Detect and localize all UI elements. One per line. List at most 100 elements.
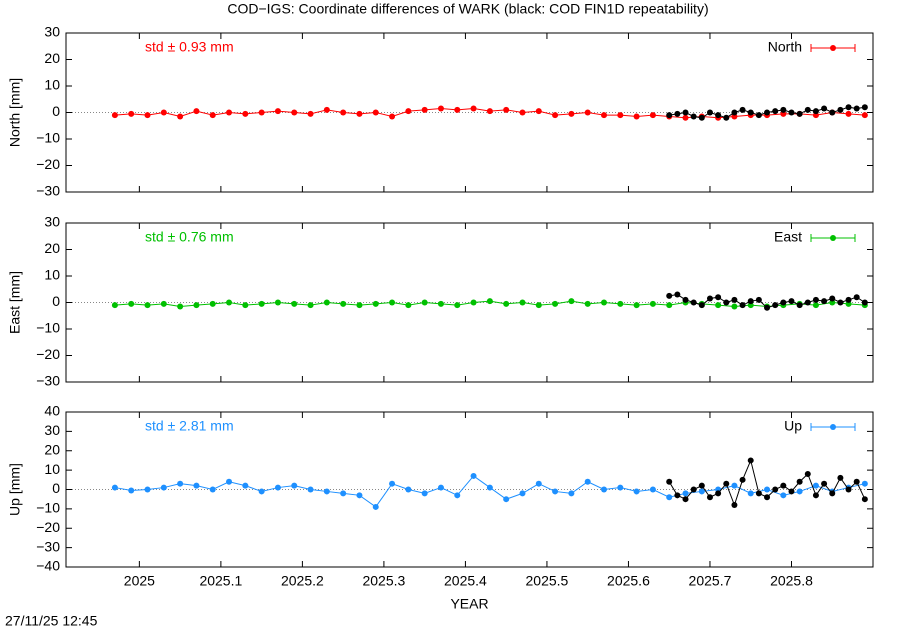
data-point bbox=[307, 486, 314, 493]
data-point bbox=[128, 110, 135, 117]
data-point bbox=[535, 302, 542, 309]
data-point bbox=[861, 112, 868, 119]
data-point bbox=[568, 298, 575, 305]
data-point bbox=[160, 109, 167, 116]
legend-label: East bbox=[774, 229, 802, 245]
data-point bbox=[226, 299, 233, 306]
data-point bbox=[690, 486, 697, 493]
data-point bbox=[291, 482, 298, 489]
y-tick-label: −20 bbox=[36, 156, 60, 172]
data-point bbox=[649, 300, 656, 307]
data-point bbox=[405, 108, 412, 115]
std-annotation: std ± 0.76 mm bbox=[145, 229, 234, 245]
y-tick-label: 20 bbox=[44, 441, 60, 457]
data-point bbox=[617, 484, 624, 491]
data-point bbox=[193, 482, 200, 489]
data-point bbox=[845, 296, 852, 303]
data-point bbox=[666, 292, 673, 299]
data-point bbox=[666, 478, 673, 485]
data-point bbox=[812, 492, 819, 499]
data-point bbox=[690, 299, 697, 306]
data-point bbox=[633, 488, 640, 495]
data-point bbox=[829, 109, 836, 116]
data-point bbox=[128, 487, 135, 494]
data-point bbox=[340, 490, 347, 497]
data-point bbox=[829, 490, 836, 497]
y-tick-label: 10 bbox=[44, 461, 60, 477]
data-point bbox=[584, 109, 591, 116]
data-point bbox=[812, 482, 819, 489]
data-point bbox=[601, 299, 607, 306]
data-point bbox=[307, 302, 314, 309]
data-point bbox=[372, 300, 379, 307]
data-point bbox=[666, 494, 673, 501]
data-point bbox=[160, 300, 167, 307]
data-point bbox=[788, 298, 795, 305]
data-point bbox=[698, 482, 705, 489]
data-point bbox=[454, 492, 461, 499]
data-point bbox=[601, 112, 607, 119]
data-point bbox=[788, 109, 795, 116]
data-point bbox=[617, 112, 624, 119]
data-point bbox=[747, 490, 754, 497]
data-point bbox=[772, 302, 779, 309]
data-point bbox=[853, 478, 860, 485]
legend-label: North bbox=[768, 39, 802, 55]
data-point bbox=[698, 114, 705, 121]
data-point bbox=[568, 490, 575, 497]
data-point bbox=[821, 298, 828, 305]
data-point bbox=[226, 478, 233, 485]
data-point bbox=[772, 108, 779, 115]
data-point bbox=[723, 480, 730, 487]
legend-symbol bbox=[830, 424, 836, 430]
data-point bbox=[144, 302, 151, 309]
data-point bbox=[160, 484, 167, 491]
data-point bbox=[177, 113, 184, 120]
data-point bbox=[731, 482, 738, 489]
y-tick-label: −20 bbox=[36, 519, 60, 535]
y-tick-label: 20 bbox=[44, 240, 60, 256]
data-point bbox=[861, 104, 868, 111]
data-point bbox=[796, 488, 803, 495]
data-point bbox=[698, 302, 705, 309]
x-tick-label: 2025.4 bbox=[444, 573, 487, 589]
y-tick-label: 40 bbox=[44, 403, 60, 419]
data-point bbox=[649, 112, 656, 119]
x-tick-label: 2025.8 bbox=[770, 573, 813, 589]
data-point bbox=[242, 302, 249, 309]
data-point bbox=[780, 106, 787, 113]
data-point bbox=[853, 105, 860, 112]
data-point bbox=[356, 302, 363, 309]
y-axis-label: North [mm] bbox=[7, 78, 23, 147]
y-axis-label: East [mm] bbox=[7, 271, 23, 334]
data-point bbox=[601, 486, 607, 493]
data-point bbox=[682, 109, 689, 116]
data-point bbox=[837, 299, 844, 306]
data-point bbox=[804, 471, 811, 477]
data-point bbox=[674, 492, 681, 499]
y-tick-label: 20 bbox=[44, 50, 60, 66]
legend-symbol bbox=[830, 235, 836, 241]
data-point bbox=[804, 299, 811, 306]
data-point bbox=[861, 480, 868, 487]
data-point bbox=[226, 109, 233, 116]
data-point bbox=[486, 298, 493, 305]
data-point bbox=[666, 112, 673, 119]
data-point bbox=[421, 299, 428, 306]
data-point bbox=[682, 490, 689, 497]
data-point bbox=[111, 302, 118, 309]
x-axis-label: YEAR bbox=[450, 596, 488, 612]
data-point bbox=[258, 109, 265, 116]
y-axis-label: Up [mm] bbox=[7, 463, 23, 516]
std-annotation: std ± 0.93 mm bbox=[145, 39, 234, 55]
data-point bbox=[519, 299, 526, 306]
data-point bbox=[111, 484, 118, 491]
data-point bbox=[682, 114, 689, 121]
data-point bbox=[764, 109, 771, 116]
data-point bbox=[837, 106, 844, 113]
data-point bbox=[372, 503, 379, 510]
data-point bbox=[821, 105, 828, 112]
data-point bbox=[340, 300, 347, 307]
data-point bbox=[723, 299, 730, 306]
